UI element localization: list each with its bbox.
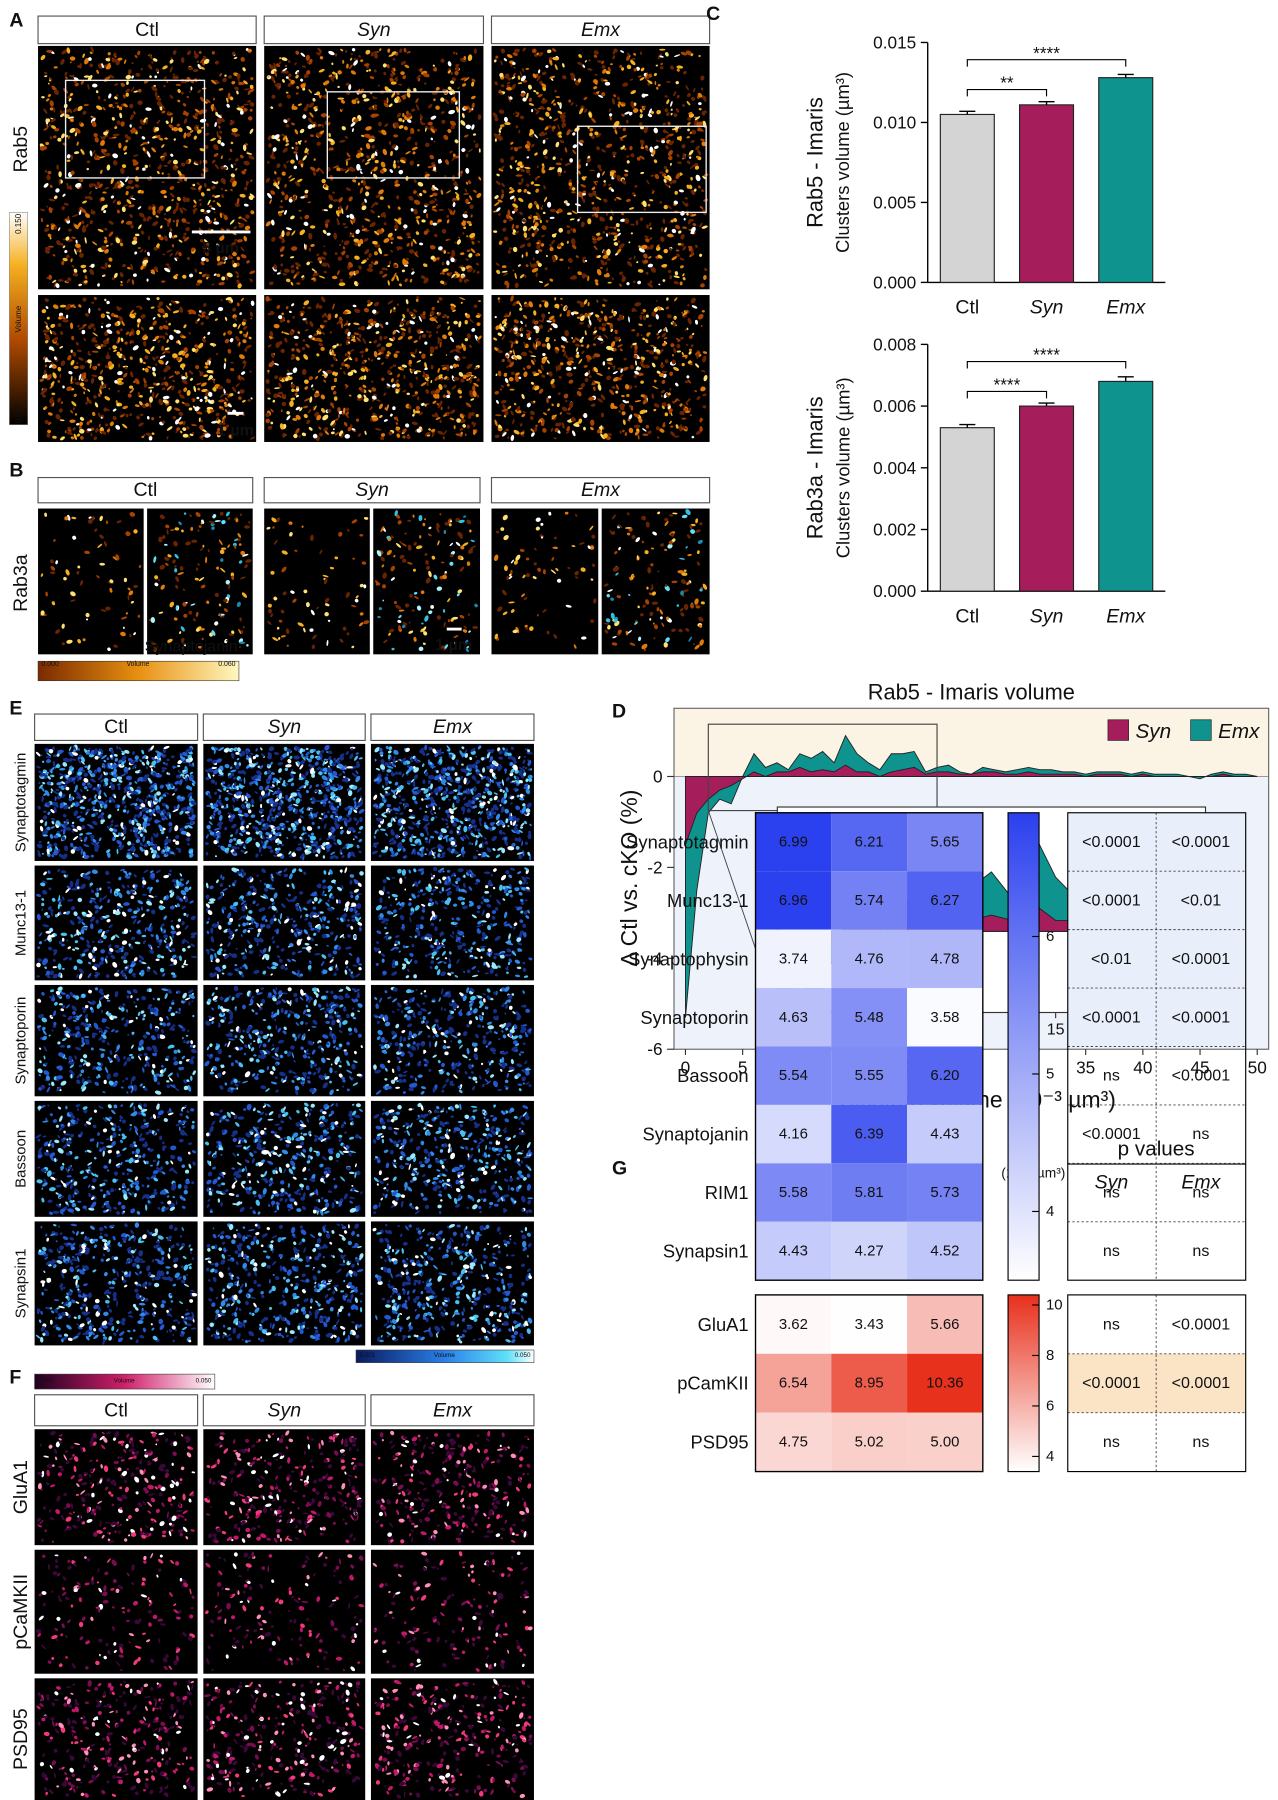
- column-header: Syn: [357, 19, 391, 41]
- column-header: Ctl: [135, 19, 159, 41]
- speckle: [346, 160, 348, 166]
- speckle: [209, 205, 212, 207]
- speckle: [169, 232, 172, 239]
- speckle: [167, 222, 169, 227]
- speckle: [230, 362, 233, 364]
- speckle: [102, 191, 106, 193]
- speckle: [164, 165, 168, 167]
- speckle: [120, 328, 123, 331]
- speckle: [65, 430, 67, 433]
- panel-letter: A: [9, 10, 23, 32]
- speckle: [40, 146, 45, 151]
- speckle: [196, 397, 199, 400]
